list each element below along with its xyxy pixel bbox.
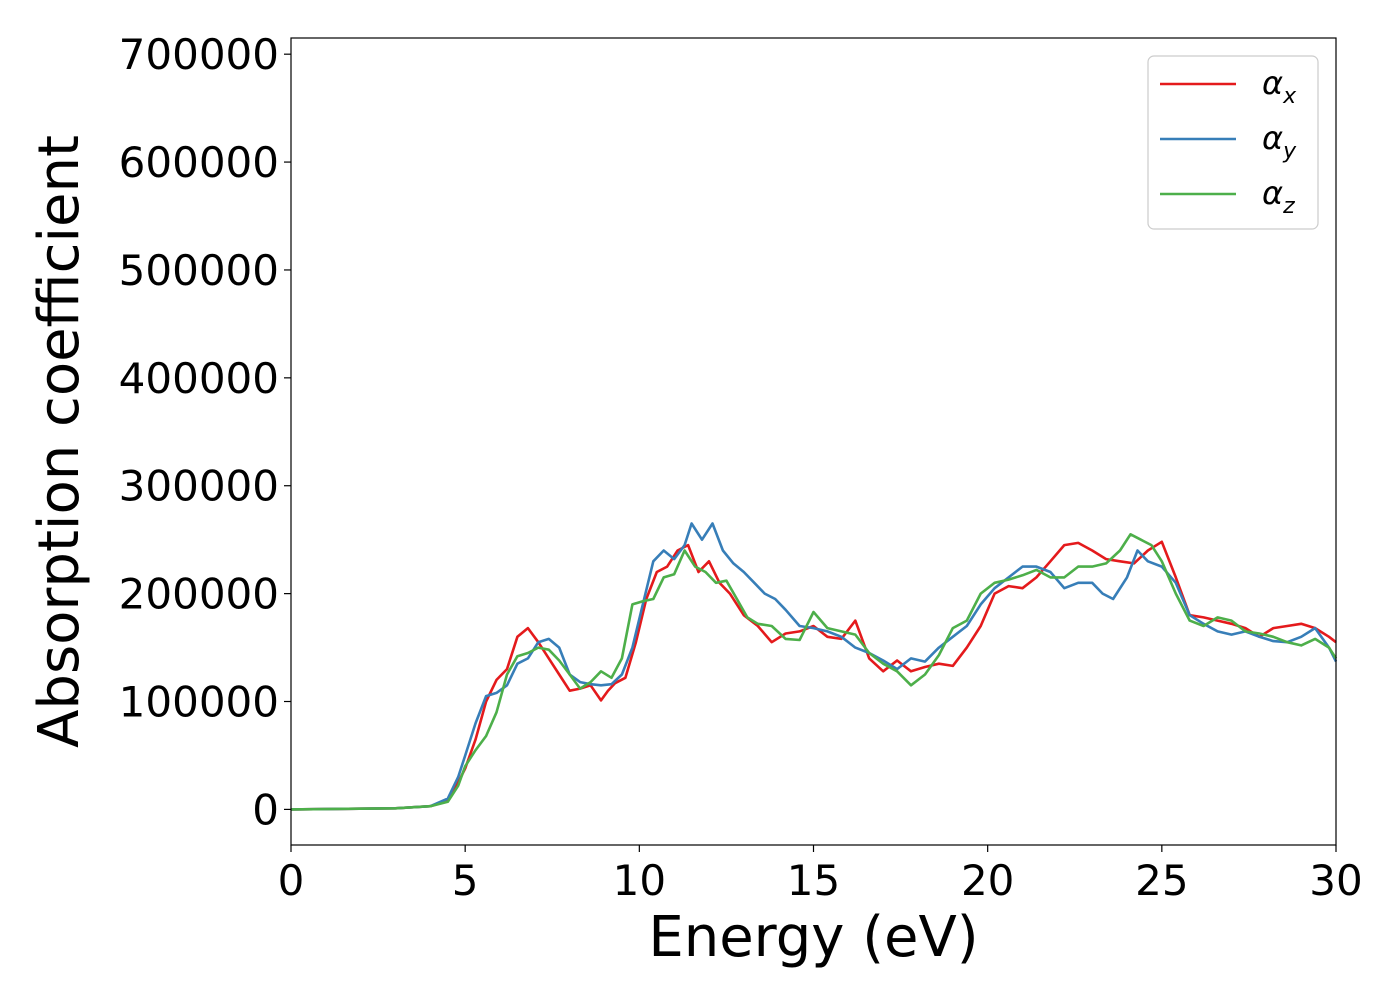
legend-label-y: αy [1262, 119, 1297, 164]
x-tick-label: 25 [1135, 856, 1188, 905]
y-tick-label: 0 [252, 785, 279, 834]
legend-label-x: αx [1262, 64, 1297, 109]
y-tick-label: 200000 [119, 570, 279, 619]
x-tick-label: 30 [1309, 856, 1362, 905]
legend-box [1147, 55, 1319, 230]
legend: αx αy αz [1147, 55, 1319, 230]
y-tick-label: 100000 [119, 678, 279, 727]
series-line-z [290, 532, 1338, 811]
series-line-y [290, 522, 1338, 811]
series-layer [290, 522, 1338, 811]
x-axis-label: Energy (eV) [648, 905, 978, 970]
y-tick-label: 300000 [119, 462, 279, 511]
x-tick-label: 15 [787, 856, 840, 905]
x-axis-ticks: 0 5 10 15 20 25 30 [278, 845, 1363, 905]
y-axis-ticks: 0 100000 200000 300000 400000 500000 600000 700… [119, 30, 291, 834]
legend-label-z: αz [1262, 174, 1295, 219]
x-tick-label: 10 [613, 856, 666, 905]
x-tick-label: 0 [278, 856, 305, 905]
y-tick-label: 500000 [119, 246, 279, 295]
y-axis-label: Absorption coefficient [27, 135, 92, 748]
x-tick-label: 5 [452, 856, 479, 905]
x-tick-label: 20 [961, 856, 1014, 905]
y-tick-label: 700000 [119, 30, 279, 79]
y-tick-label: 600000 [119, 138, 279, 187]
series-line-x [290, 540, 1337, 811]
y-tick-label: 400000 [119, 354, 279, 403]
